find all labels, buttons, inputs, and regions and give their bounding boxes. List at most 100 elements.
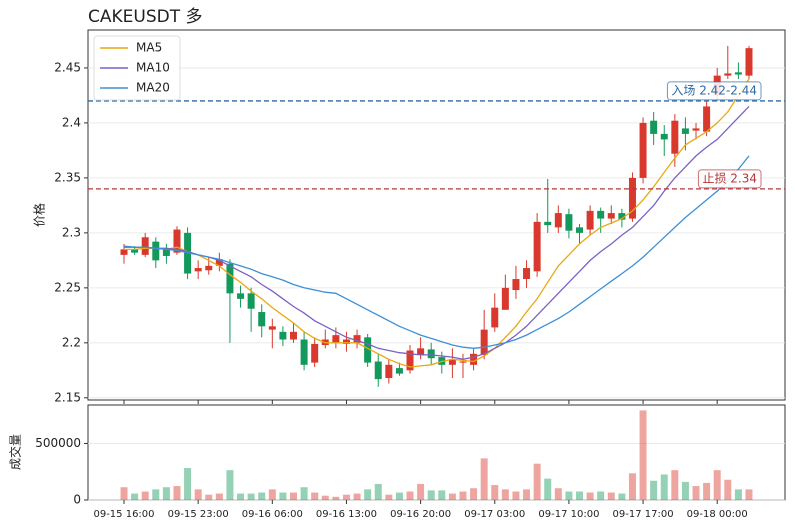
volume-bar [427,490,435,500]
volume-bar [353,493,361,500]
candle-body [692,128,700,131]
volume-tick-label: 0 [73,493,81,507]
candle-body [258,312,266,327]
ma-line [123,155,750,349]
volume-bar [289,492,297,500]
volume-bar [374,483,382,500]
volume-bar [385,494,393,500]
volume-bar [131,493,139,500]
price-panel [87,29,786,401]
reference-label: 止损 2.34 [697,169,762,189]
ma-line [124,78,750,368]
volume-bar [470,488,478,500]
candle-body [237,293,245,299]
candle-body [703,106,711,132]
candle-body [289,331,297,340]
volume-bar [713,470,721,500]
volume-bar [501,489,509,500]
candle-body [342,339,350,344]
x-tick-label: 09-15 23:00 [168,509,229,520]
volume-bar [724,479,732,500]
candle-body [268,326,276,330]
candle-body [247,293,255,309]
volume-bar [459,491,467,500]
candle-body [215,259,223,266]
volume-bar [650,480,658,500]
volume-bar [332,496,340,500]
candle-body [374,361,382,380]
x-tick-label: 09-18 00:00 [687,509,748,520]
candle-body [565,214,573,231]
candle-body [533,221,541,272]
x-tick-label: 09-16 20:00 [390,509,451,520]
candle-body [205,265,213,271]
candle-body [501,287,509,310]
y-tick-label: 2.35 [54,170,81,184]
y-tick-label: 2.4 [62,115,81,129]
candle-body [544,221,552,226]
volume-bar [152,489,160,500]
x-tick-label: 09-17 10:00 [538,509,599,520]
candle-body [554,213,562,228]
y-tick-label: 2.45 [54,60,81,74]
volume-bar [554,488,562,500]
candle-body [734,72,742,75]
volume-bar [639,410,647,500]
volume-bar [681,481,689,500]
volume-bar [745,489,753,500]
reference-label: 入场 2.42-2.44 [666,81,762,101]
volume-bar [268,489,276,500]
legend-box [93,35,181,101]
candle-body [639,122,647,178]
volume-bar [597,491,605,500]
volume-bar [480,458,488,500]
volume-bar [258,492,266,500]
candle-body [628,177,636,219]
volume-bar [184,467,192,500]
volume-bar [523,489,531,500]
legend-label: MA5 [136,41,162,55]
candle-body [480,329,488,355]
candle-body [681,128,689,134]
candle-body [131,249,139,253]
candle-body [459,361,467,363]
y-tick-label: 2.15 [54,390,81,404]
candle-body [724,73,732,76]
candle-body [586,210,594,230]
candle-body [406,350,414,371]
candle-body [650,120,658,134]
volume-bar [660,474,668,500]
reference-label-text: 入场 2.42-2.44 [671,83,757,97]
volume-bar [205,494,213,500]
volume-bar [671,470,679,500]
candle-body [311,343,319,363]
candle-body [660,133,668,140]
candle-body [162,248,170,256]
candle-body [576,227,584,233]
candle-body [279,331,287,340]
volume-bar [226,470,234,500]
reference-label-text: 止损 2.34 [702,171,757,185]
legend: MA5 MA10 MA20 [93,35,181,101]
candle-body [194,268,202,272]
volume-bar [628,473,636,500]
y-tick-label: 2.2 [62,335,81,349]
ma-line [124,105,750,360]
candle-body [597,210,605,219]
volume-bar [618,493,626,500]
volume-bar [237,493,245,500]
volume-bar [406,491,414,500]
volume-bar [491,485,499,500]
x-tick-label: 09-17 17:00 [613,509,674,520]
volume-bar [544,478,552,500]
volume-bar [395,492,403,500]
volume-panel [87,404,786,501]
volume-bar [279,492,287,500]
x-tick-label: 09-16 06:00 [242,509,303,520]
volume-bar [342,494,350,500]
candle-body [618,213,626,220]
volume-bar [607,492,615,500]
volume-bar [364,489,372,500]
legend-label: MA10 [136,61,170,75]
volume-bar [734,489,742,500]
